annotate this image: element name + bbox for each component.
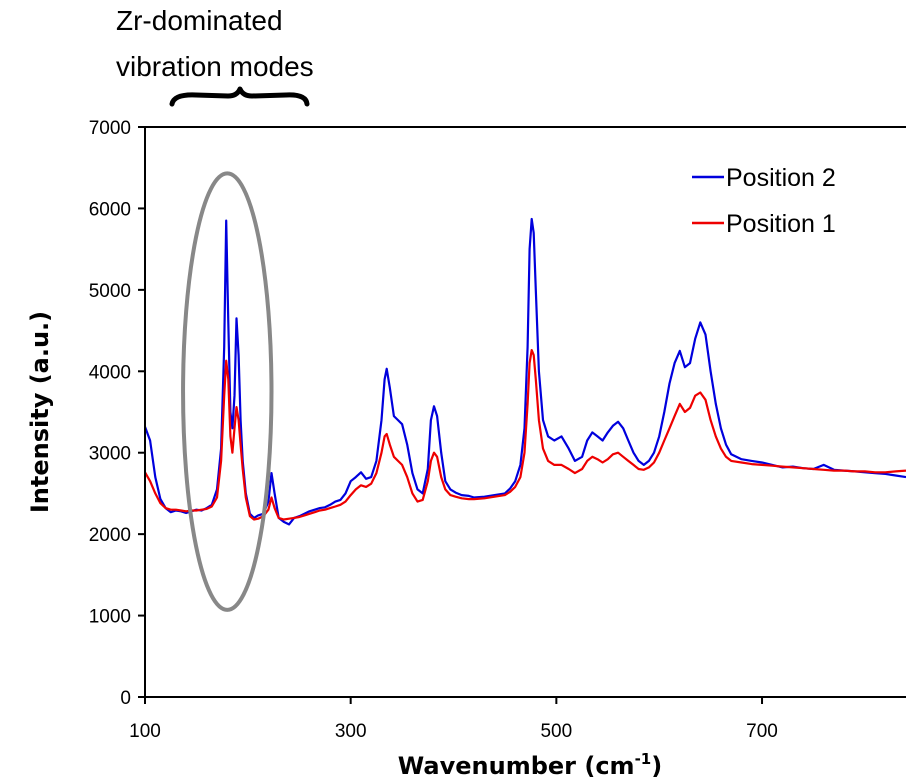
series-line-position-1 (144, 349, 906, 521)
y-tick-label: 3000 (89, 444, 131, 465)
legend: Position 2 Position 1 (692, 164, 836, 238)
annotation-ellipse (181, 171, 274, 612)
annotation-line-2: vibration modes (116, 51, 314, 82)
y-ticks: 0 1000 2000 3000 4000 5000 6000 7000 (89, 118, 145, 709)
x-tick-label: 500 (540, 721, 572, 742)
annotation-line-1: Zr-dominated (116, 5, 283, 36)
legend-label-position-1: Position 1 (726, 210, 836, 238)
series-line-position-2 (143, 217, 906, 526)
y-tick-label: 5000 (89, 281, 131, 302)
x-tick-label: 700 (746, 721, 778, 742)
y-axis-title: Intensity (a.u.) (26, 311, 54, 513)
x-axis-title-close: ) (651, 752, 662, 780)
legend-label-position-2: Position 2 (726, 164, 836, 192)
y-tick-label: 2000 (89, 525, 131, 546)
curly-brace (169, 86, 310, 107)
x-axis-title-main: Wavenumber (cm (398, 752, 635, 780)
x-ticks: 100 300 500 700 (129, 697, 778, 742)
x-tick-label: 100 (129, 721, 161, 742)
y-tick-label: 1000 (89, 607, 131, 628)
y-tick-label: 7000 (89, 118, 131, 139)
y-tick-label: 6000 (89, 199, 131, 220)
series-layer (143, 217, 906, 526)
y-tick-label: 0 (120, 688, 131, 709)
y-tick-label: 4000 (89, 362, 131, 383)
x-axis-title-sup: -1 (635, 750, 652, 768)
x-tick-label: 300 (335, 721, 367, 742)
x-axis-title: Wavenumber (cm-1) (398, 750, 662, 780)
